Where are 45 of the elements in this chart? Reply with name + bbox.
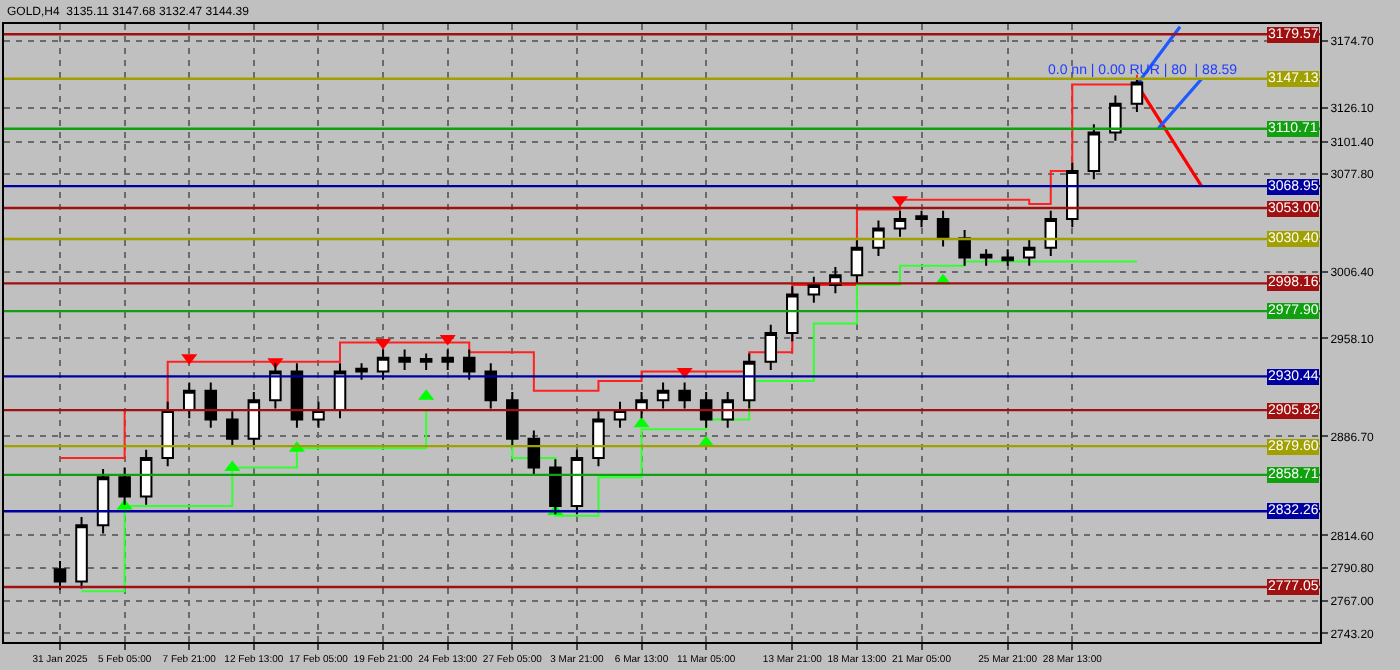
candlestick [1022, 238, 1036, 267]
candlestick [161, 400, 174, 468]
candlestick [742, 352, 756, 410]
candlestick [764, 323, 778, 372]
candlestick [441, 348, 454, 372]
candlestick [656, 381, 670, 410]
candlestick [592, 410, 605, 468]
candlestick [462, 348, 476, 381]
candlestick [678, 381, 691, 410]
candlestick [1001, 248, 1014, 267]
candlestick [979, 248, 993, 267]
candlestick [1066, 161, 1079, 229]
candlestick [872, 219, 885, 258]
candlestick [139, 448, 153, 506]
candlestick [527, 429, 541, 477]
candlestick [53, 559, 67, 591]
candlestick [807, 275, 821, 304]
candlestick [75, 516, 88, 590]
candlestick [1109, 94, 1122, 142]
candlestick [936, 209, 950, 248]
candlestick [1087, 123, 1101, 181]
candlestick [958, 229, 971, 267]
candlestick [570, 448, 584, 516]
point [633, 416, 650, 428]
candlestick [182, 381, 196, 420]
candlestick [893, 209, 907, 238]
candlestick [118, 466, 131, 506]
candlestick [419, 352, 433, 372]
candlestick [355, 362, 368, 381]
candlestick [1044, 209, 1058, 258]
candlestick [269, 362, 282, 410]
candlestick [1130, 77, 1144, 113]
candlestick [226, 410, 239, 448]
candlestick [721, 391, 734, 429]
point [224, 460, 241, 472]
candlestick [312, 400, 325, 429]
candlestick [915, 209, 928, 229]
candlestick [247, 391, 261, 448]
candlestick [786, 285, 799, 343]
candlestick [96, 467, 110, 535]
candlestick [850, 238, 864, 285]
candlestick [204, 381, 218, 429]
candlestick [699, 391, 713, 429]
candlestick [506, 391, 519, 448]
candlestick [398, 348, 411, 372]
